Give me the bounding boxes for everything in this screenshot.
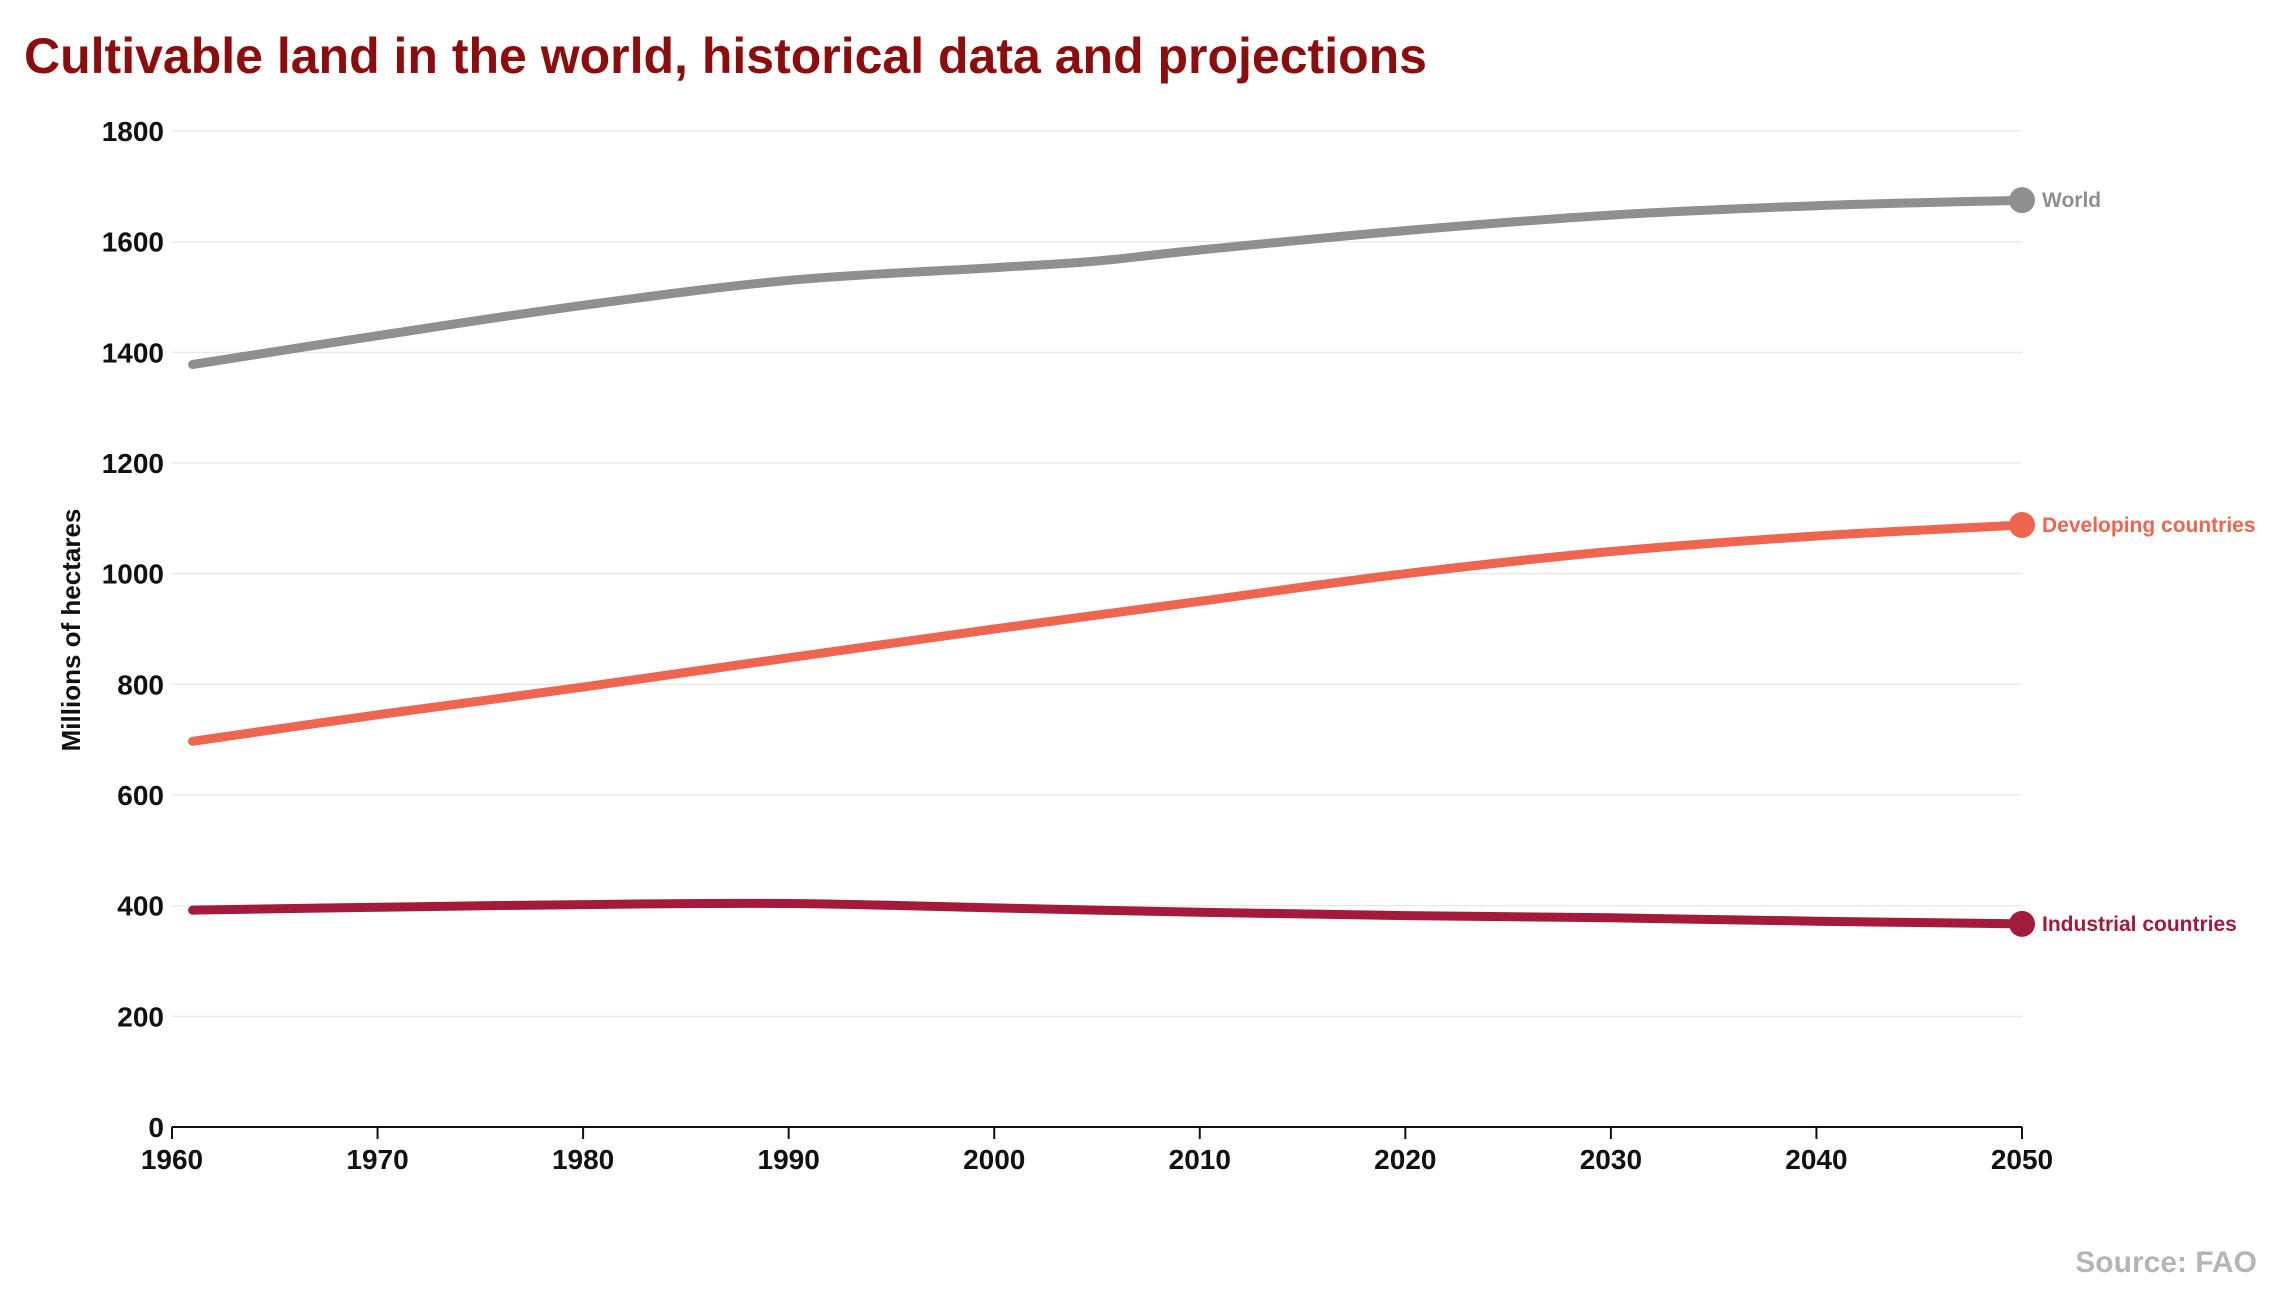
x-tick-label: 1960	[141, 1144, 203, 1175]
y-tick-label: 1600	[102, 227, 164, 258]
axes: 0 200 400 600 800 1000 1200 1400 1600 1800 1960 197…	[102, 116, 2053, 1175]
series-line-world	[188, 195, 2027, 369]
series-label-world: World	[2042, 189, 2101, 212]
y-tick-label: 0	[148, 1112, 164, 1143]
series-label-developing-countries: Developing countries	[2042, 514, 2256, 537]
y-tick-label: 200	[117, 1001, 164, 1032]
series-layer: World Developing countries Industrial coun…	[188, 187, 2256, 937]
y-tick-label: 1200	[102, 448, 164, 479]
x-tick-label: 1970	[346, 1144, 408, 1175]
series-world: World	[188, 187, 2101, 369]
x-tick-label: 2050	[1991, 1144, 2053, 1175]
chart-title: Cultivable land in the world, historical…	[24, 28, 1427, 84]
source-note: Source: FAO	[2075, 1246, 2257, 1279]
y-axis-label: Millions of hectares	[56, 509, 86, 752]
series-end-marker-world	[2009, 187, 2035, 214]
x-tick-label: 2030	[1580, 1144, 1642, 1175]
y-tick-label: 400	[117, 891, 164, 922]
x-tick-label: 2010	[1169, 1144, 1231, 1175]
y-tick-label: 600	[117, 780, 164, 811]
x-tick-label: 2000	[963, 1144, 1025, 1175]
y-tick-label: 1000	[102, 559, 164, 590]
y-tick-label: 1400	[102, 337, 164, 368]
x-tick-label: 2020	[1374, 1144, 1436, 1175]
series-industrial-countries: Industrial countries	[188, 898, 2237, 937]
series-line-industrial-countries	[188, 898, 2027, 929]
series-end-marker-industrial-countries	[2009, 910, 2035, 937]
x-tick-label: 1990	[758, 1144, 820, 1175]
y-tick-label: 1800	[102, 116, 164, 147]
series-end-marker-developing-countries	[2009, 511, 2035, 538]
series-developing-countries: Developing countries	[188, 511, 2256, 746]
y-tick-label: 800	[117, 669, 164, 700]
series-label-industrial-countries: Industrial countries	[2042, 913, 2237, 936]
series-line-developing-countries	[188, 520, 2027, 746]
x-tick-label: 2040	[1785, 1144, 1847, 1175]
x-tick-label: 1980	[552, 1144, 614, 1175]
